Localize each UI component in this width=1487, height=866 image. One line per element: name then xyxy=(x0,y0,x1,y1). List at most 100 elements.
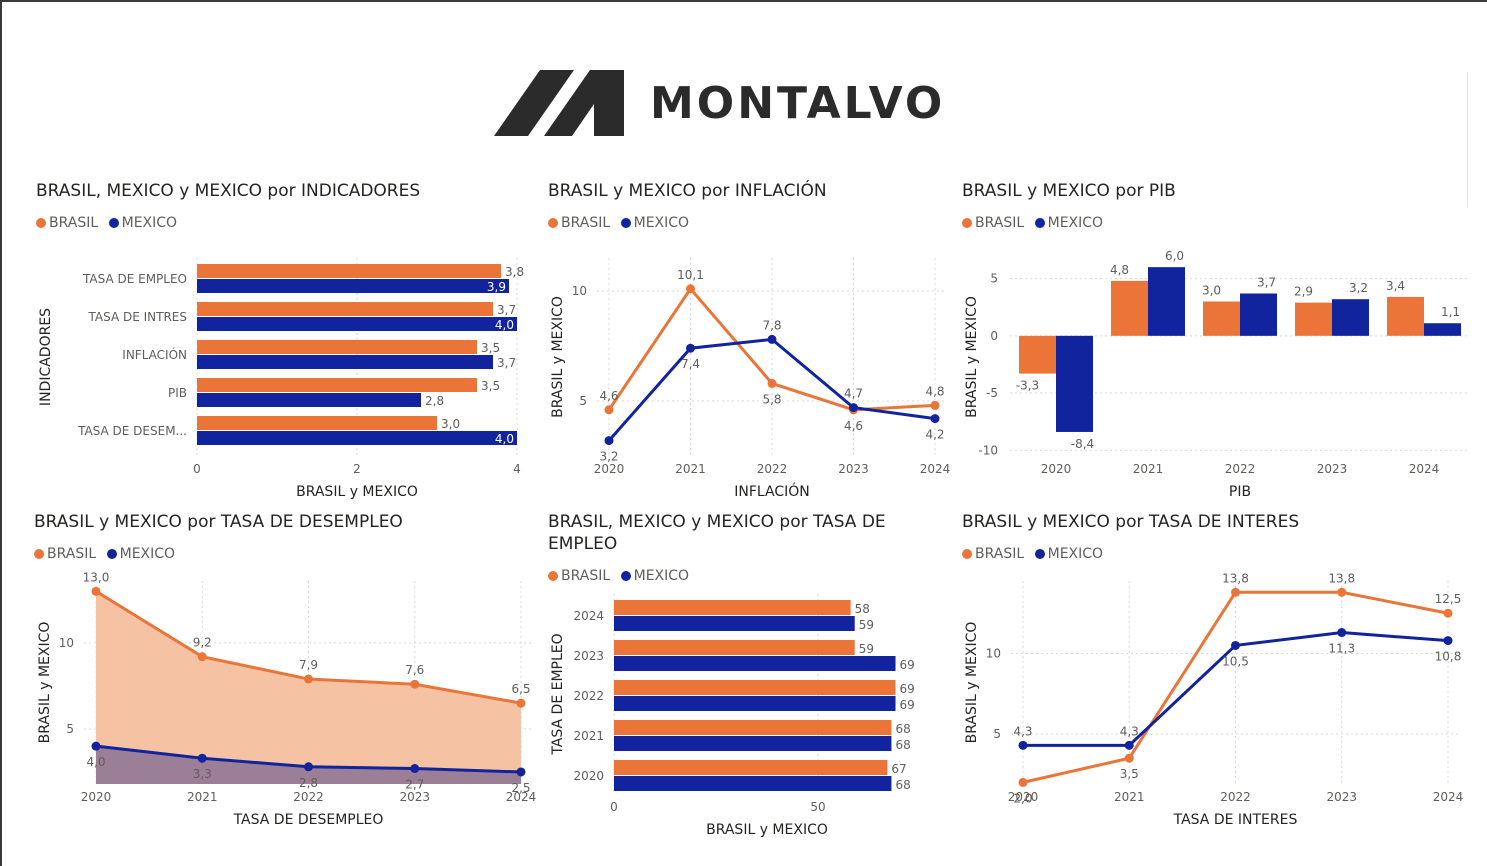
data-label-brasil: 4,6 xyxy=(599,389,618,403)
y-tick-label: 0 xyxy=(990,329,998,343)
legend-dot-brasil xyxy=(36,218,46,228)
y-tick-label: INFLACIÓN xyxy=(122,347,187,362)
montalvo-logo: MONTALVO xyxy=(494,70,942,136)
point-brasil xyxy=(604,405,614,415)
x-tick-label: 2021 xyxy=(1133,462,1164,476)
y-axis-title: BRASIL y MEXICO xyxy=(37,622,53,744)
chart-legend[interactable]: BRASIL MEXICO xyxy=(548,568,695,584)
data-label-brasil: -3,3 xyxy=(1016,379,1039,393)
bar-mexico xyxy=(197,317,517,331)
data-label-brasil: 5,8 xyxy=(762,392,781,406)
data-label-mexico: 2,8 xyxy=(299,776,318,790)
bar-brasil xyxy=(614,760,888,775)
point-mexico xyxy=(767,334,777,344)
window-frame-top xyxy=(0,0,1487,2)
chart-title: BRASIL, MEXICO y MEXICO por TASA DE EMPL… xyxy=(548,512,886,554)
legend-label-mexico: MEXICO xyxy=(1047,215,1104,231)
legend-item-mexico[interactable]: MEXICO xyxy=(108,215,177,231)
x-axis-title: BRASIL y MEXICO xyxy=(706,822,828,838)
legend-item-brasil[interactable]: BRASIL xyxy=(36,215,98,231)
bar-mexico xyxy=(614,736,892,751)
chart-plot-interes: 5 10 2020 2021 2022 2023 2024 2,0 3,5 13,8 13,8 12,… xyxy=(964,571,1463,828)
bar-brasil xyxy=(197,378,477,392)
point-brasil xyxy=(686,284,695,294)
data-label-mexico: 69 xyxy=(900,658,915,672)
data-label-mexico: 69 xyxy=(900,698,915,712)
x-tick-label: 2023 xyxy=(1317,462,1348,476)
data-label-brasil: 6,5 xyxy=(511,682,530,696)
x-tick-label: 2022 xyxy=(757,462,788,476)
data-label-brasil: 13,8 xyxy=(1222,571,1249,585)
y-axis-title: INDICADORES xyxy=(38,308,54,406)
point-mexico xyxy=(686,343,695,353)
point-mexico xyxy=(1124,740,1134,750)
bar-mexico xyxy=(614,776,892,791)
data-label-brasil: 58 xyxy=(855,602,870,616)
point-brasil xyxy=(1231,587,1240,597)
x-tick-label: 2020 xyxy=(594,462,625,476)
legend-item-mexico[interactable]: MEXICO xyxy=(106,546,175,562)
legend-item-mexico[interactable]: MEXICO xyxy=(620,215,689,231)
chart-panel-pib: BRASIL y MEXICO por PIB BRASIL MEXICO 5 0… xyxy=(962,180,1470,510)
data-label-mexico: 59 xyxy=(859,618,874,632)
data-label-mexico: 3,7 xyxy=(1257,275,1276,289)
area-mexico xyxy=(96,746,521,784)
data-label-brasil: 10,1 xyxy=(677,268,704,282)
x-tick-label: 0 xyxy=(610,800,618,814)
legend-label-brasil: BRASIL xyxy=(561,568,611,584)
data-label-mexico: 4,7 xyxy=(844,387,863,401)
chart-legend[interactable]: BRASIL MEXICO xyxy=(962,215,1109,231)
point-brasil xyxy=(304,674,313,684)
x-axis-title: TASA DE INTERES xyxy=(1173,812,1298,828)
point-brasil xyxy=(516,698,526,708)
bar-mexico xyxy=(197,355,493,369)
chart-panel-desempleo: BRASIL y MEXICO por TASA DE DESEMPLEO BR… xyxy=(34,511,539,851)
legend-item-mexico[interactable]: MEXICO xyxy=(1034,215,1104,231)
chart-legend[interactable]: BRASIL MEXICO xyxy=(962,546,1109,562)
x-tick-label: 2024 xyxy=(1409,462,1440,476)
data-label-brasil: 12,5 xyxy=(1435,592,1462,606)
data-label-mexico: 1,1 xyxy=(1441,305,1460,319)
point-mexico xyxy=(604,436,614,446)
point-mexico xyxy=(1018,740,1028,750)
legend-item-mexico[interactable]: MEXICO xyxy=(1034,546,1103,562)
legend-label-brasil: BRASIL xyxy=(49,215,99,231)
data-label-mexico: 3,3 xyxy=(193,767,212,781)
legend-item-brasil[interactable]: BRASIL xyxy=(34,546,96,562)
legend-label-brasil: BRASIL xyxy=(975,215,1025,231)
chart-legend[interactable]: BRASIL MEXICO xyxy=(548,215,695,231)
y-axis-title: BRASIL y MEXICO xyxy=(964,296,980,418)
data-label-mexico: 7,8 xyxy=(762,318,781,332)
y-tick-label: 5 xyxy=(66,722,74,736)
legend-dot-mexico xyxy=(106,549,117,559)
bar-brasil xyxy=(614,600,851,615)
x-tick-label: 2 xyxy=(353,462,361,476)
chart-legend[interactable]: BRASIL MEXICO xyxy=(36,215,183,231)
x-tick-label: 2022 xyxy=(1220,790,1251,804)
logo-mark-stripe-2 xyxy=(544,70,624,136)
chart-legend[interactable]: BRASIL MEXICO xyxy=(34,546,181,562)
y-tick-label: -5 xyxy=(986,386,998,400)
data-label-brasil: 7,6 xyxy=(405,663,424,677)
point-mexico xyxy=(849,403,858,413)
bar-brasil xyxy=(1019,335,1056,374)
legend-item-brasil[interactable]: BRASIL xyxy=(962,546,1024,562)
legend-item-mexico[interactable]: MEXICO xyxy=(620,568,689,584)
x-axis-title: TASA DE DESEMPLEO xyxy=(233,812,384,828)
legend-dot-mexico xyxy=(1034,549,1045,559)
bar-mexico xyxy=(1148,267,1185,336)
data-label-mexico: 3,7 xyxy=(497,356,516,370)
legend-item-brasil[interactable]: BRASIL xyxy=(548,568,610,584)
bar-mexico xyxy=(1332,299,1369,336)
legend-item-brasil[interactable]: BRASIL xyxy=(548,215,610,231)
y-axis-title: BRASIL y MEXICO xyxy=(964,622,980,744)
chart-plot-inflacion: 5 10 2020 2021 2022 2023 2024 4,6 10,1 5,8 4,6 4,8 3… xyxy=(550,258,950,500)
data-label-brasil: 3,8 xyxy=(505,265,524,279)
legend-item-brasil[interactable]: BRASIL xyxy=(962,215,1024,231)
bar-brasil xyxy=(1203,301,1240,336)
legend-dot-brasil xyxy=(548,218,558,228)
x-axis-title: INFLACIÓN xyxy=(734,482,810,500)
x-tick-label: 2020 xyxy=(81,790,112,804)
data-label-brasil: 3,4 xyxy=(1386,279,1405,293)
bar-mexico xyxy=(1056,335,1093,432)
